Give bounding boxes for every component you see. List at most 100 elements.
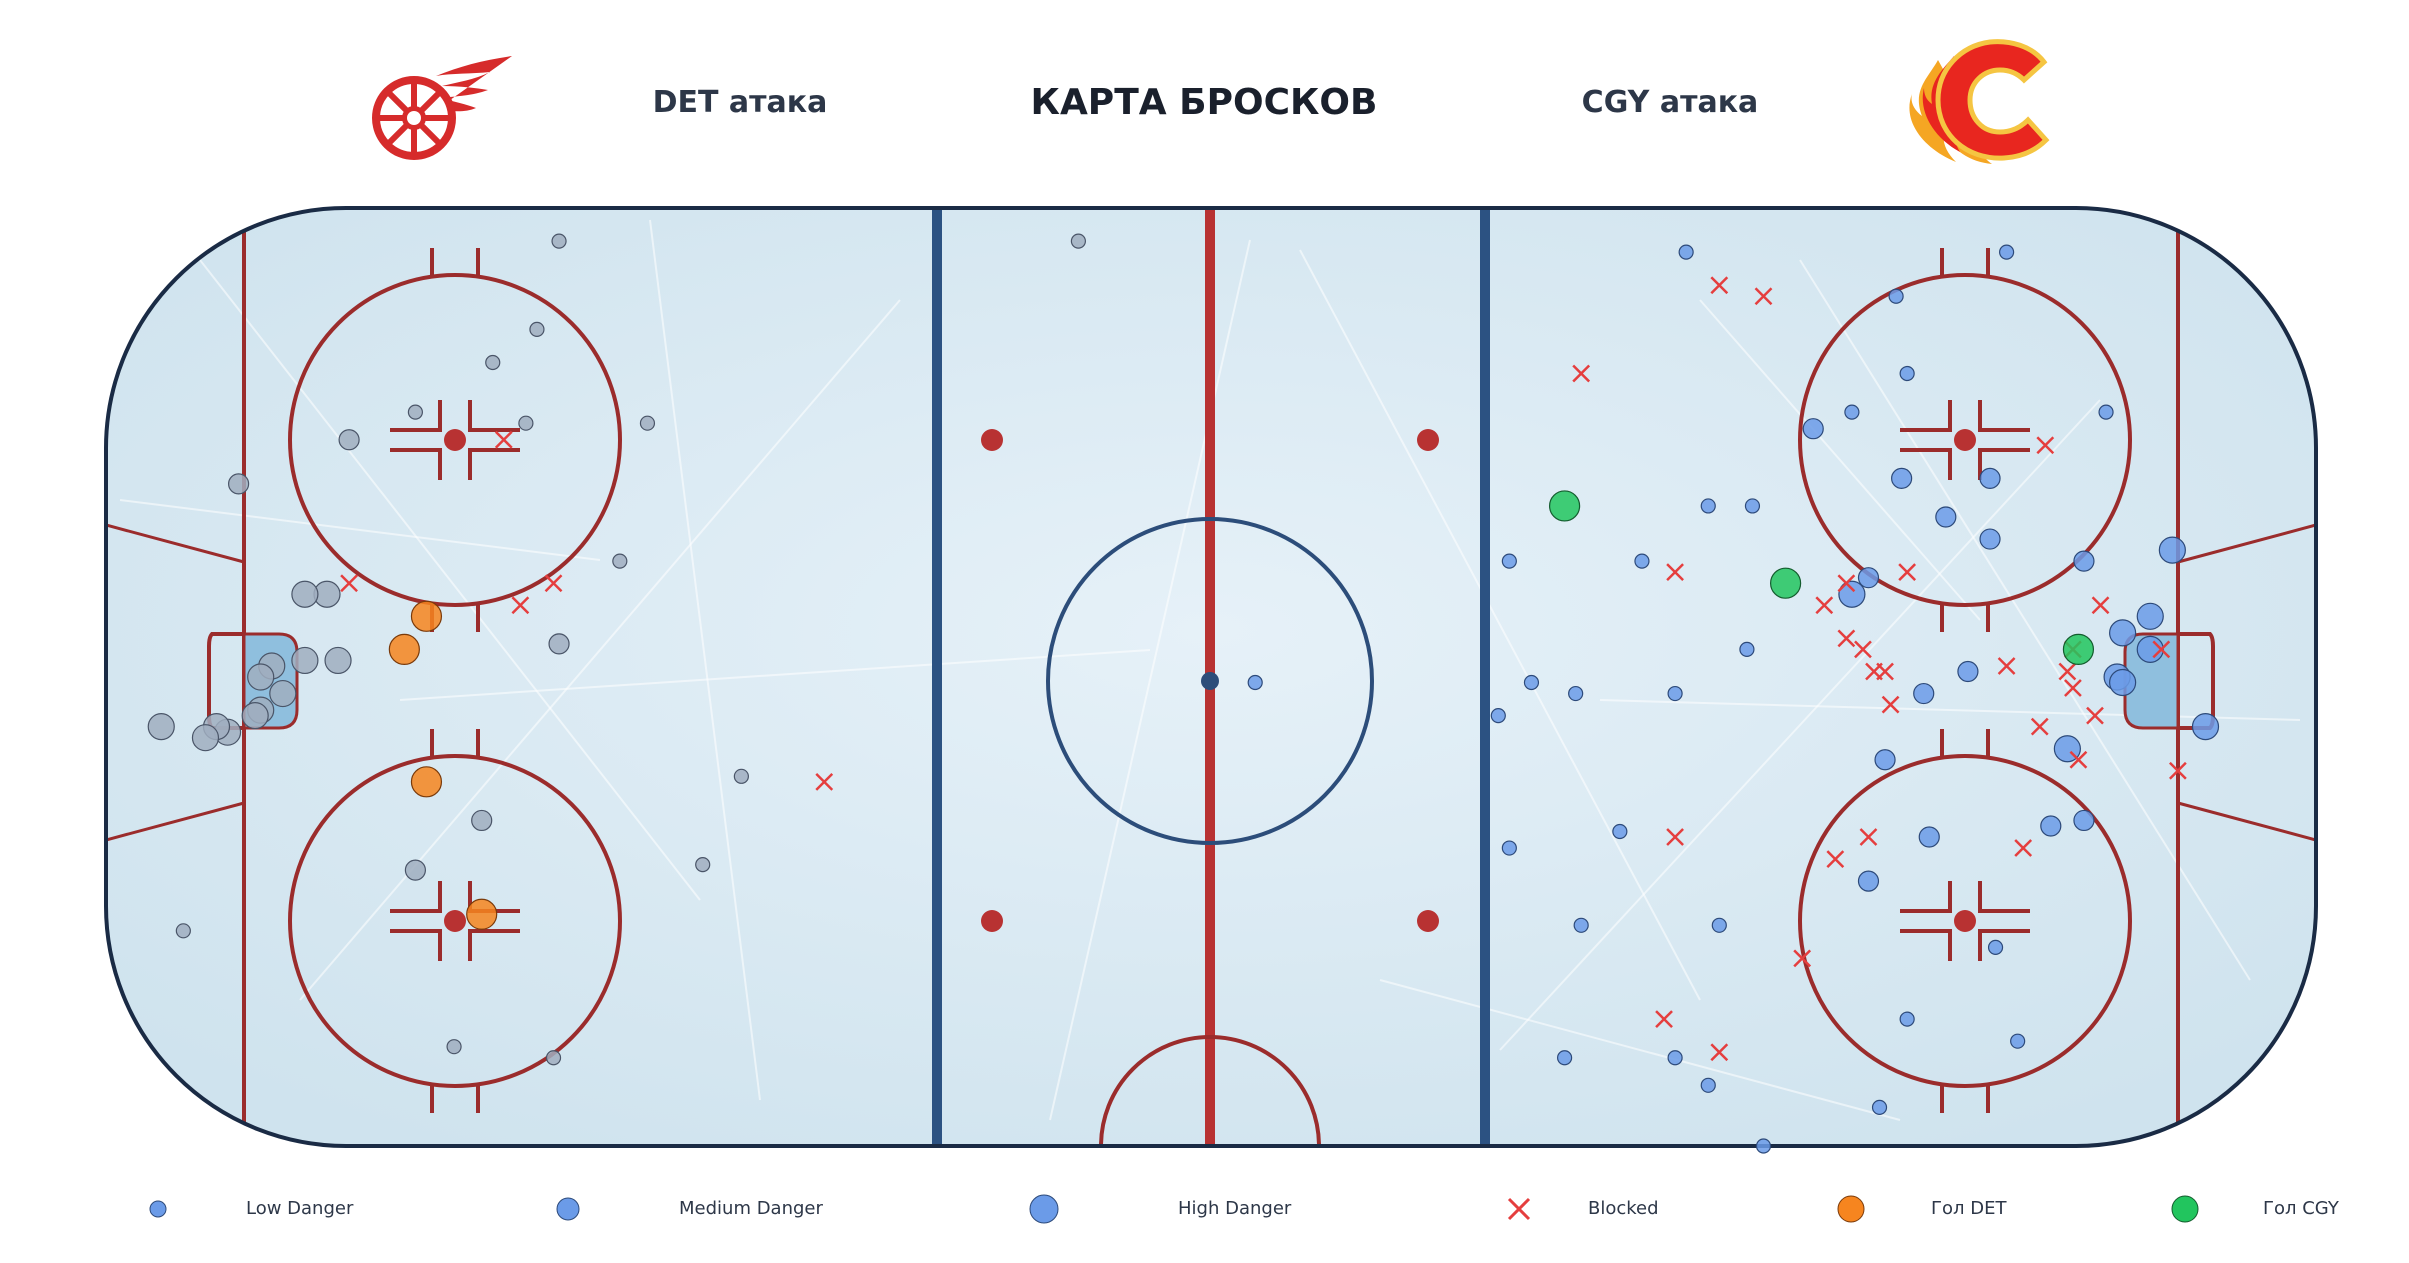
blocked-shot-mark [511,596,530,615]
det-shot-low [695,856,711,873]
blocked-shot-mark [1666,563,1684,582]
det-shot-low [407,404,423,420]
blocked-shot-mark [2152,640,2171,659]
cgy-shot-low [1739,641,1755,658]
det-shot-low [529,321,545,337]
cgy-shot-low [1711,917,1727,933]
legend-low-danger-icon [149,1200,167,1218]
det-shot-low [612,553,628,569]
det-goal-mark [410,766,443,798]
det-shot-medium [228,473,250,495]
cgy-shot-low [1678,244,1694,260]
blocked-shot-mark [1655,1010,1673,1028]
cgy-shot-low [1700,498,1716,514]
chart-title: КАРТА БРОСКОВ [1030,81,1378,123]
blocked-shot-mark [1997,657,2016,675]
blocked-shot-mark [494,430,513,449]
blocked-shot-mark [2086,706,2104,725]
cgy-shot-low [1987,939,2004,955]
det-shot-high [241,702,269,730]
blocked-shot-mark [1876,662,1894,681]
legend-blocked: Blocked [1588,1198,1659,1219]
cgy-shot-medium [1918,826,1940,848]
cgy-shot-low [1888,288,1904,304]
det-shot-low [551,233,567,249]
legend-medium-danger: Medium Danger [679,1198,823,1219]
cgy-shot-high [2158,536,2186,564]
legend-low-danger: Low Danger [246,1198,354,1219]
cgy-goal-mark [1769,567,1802,599]
legend-high-danger: High Danger [1178,1198,1292,1219]
blocked-shot-mark [2168,761,2187,780]
blocked-shot-mark [1859,828,1878,846]
cgy-shot-low [1700,1077,1716,1093]
cgy-shot-medium [2040,815,2062,837]
cgy-shot-low [1568,685,1584,702]
blocked-shot-mark [1710,1043,1729,1062]
cgy-shot-medium [2073,809,2095,832]
det-shot-low [1070,233,1087,249]
cgy-attack-label: CGY атака [1581,84,1759,120]
cgy-shot-medium [1913,682,1935,705]
cgy-shot-medium [1857,870,1880,892]
legend-high-danger-icon [1029,1194,1059,1224]
blocked-shot-mark [2091,596,2110,615]
cgy-shot-low [1998,244,2015,260]
rink-boards [104,206,2318,1148]
blocked-shot-mark [1572,364,1591,383]
det-shot-low [446,1039,462,1055]
det-goal-mark [466,898,498,930]
cgy-shot-medium [2073,550,2095,572]
det-shot-high [291,646,319,675]
legend-goal-cgy: Гол CGY [2263,1198,2339,1219]
cgy-shot-low [1899,1011,1915,1027]
red-wings-logo-icon [372,56,512,160]
cgy-shot-low [2010,1033,2026,1049]
cgy-shot-low [1612,823,1628,840]
blocked-shot-mark [2058,662,2077,681]
cgy-shot-low [1755,1138,1772,1154]
det-shot-medium [548,633,570,655]
cgy-shot-low [1247,674,1263,691]
cgy-shot-low [1556,1050,1573,1066]
legend-goal-cgy-icon [2171,1195,2199,1223]
blocked-shot-mark [1793,949,1812,968]
det-shot-low [639,415,656,431]
cgy-shot-low [1634,553,1650,569]
cgy-shot-low [1667,1050,1683,1066]
blocked-shot-mark [1710,276,1729,295]
det-goal-mark [388,633,420,666]
blocked-shot-mark [544,574,563,593]
blocked-shot-mark [340,574,358,593]
cgy-goal-mark [2062,633,2095,666]
blocked-shot-mark [1837,629,1856,648]
det-shot-high [291,580,319,608]
cgy-shot-low [1667,685,1683,702]
legend-markers [149,1194,2199,1224]
cgy-shot-low [1523,674,1540,691]
legend-goal-det-icon [1837,1195,1865,1223]
det-shot-high [247,663,275,691]
det-shot-low [545,1050,562,1066]
cgy-shot-low [1744,498,1761,514]
det-shot-high [269,679,297,708]
blocked-shot-mark [1854,640,1872,659]
det-shot-low [485,354,501,371]
blocked-shot-mark [1881,695,1900,714]
cgy-shot-medium [1979,467,2001,489]
cgy-shot-low [1501,840,1517,856]
cgy-shot-medium [1891,467,1913,489]
blocked-shot-mark [2069,750,2088,769]
det-shot-medium [338,429,360,451]
blocked-shot-mark [2064,679,2082,697]
blocked-shot-mark [1898,563,1917,582]
blocked-shot-mark [1754,287,1773,306]
cgy-shot-low [1573,917,1589,933]
legend-goal-det: Гол DET [1931,1198,2007,1219]
det-shot-high [191,724,220,752]
cgy-shot-low [1501,553,1517,569]
det-shot-high [324,646,352,675]
blocked-shot-mark [2014,839,2033,857]
blocked-shot-mark [1815,596,1834,615]
det-shot-low [175,923,191,939]
